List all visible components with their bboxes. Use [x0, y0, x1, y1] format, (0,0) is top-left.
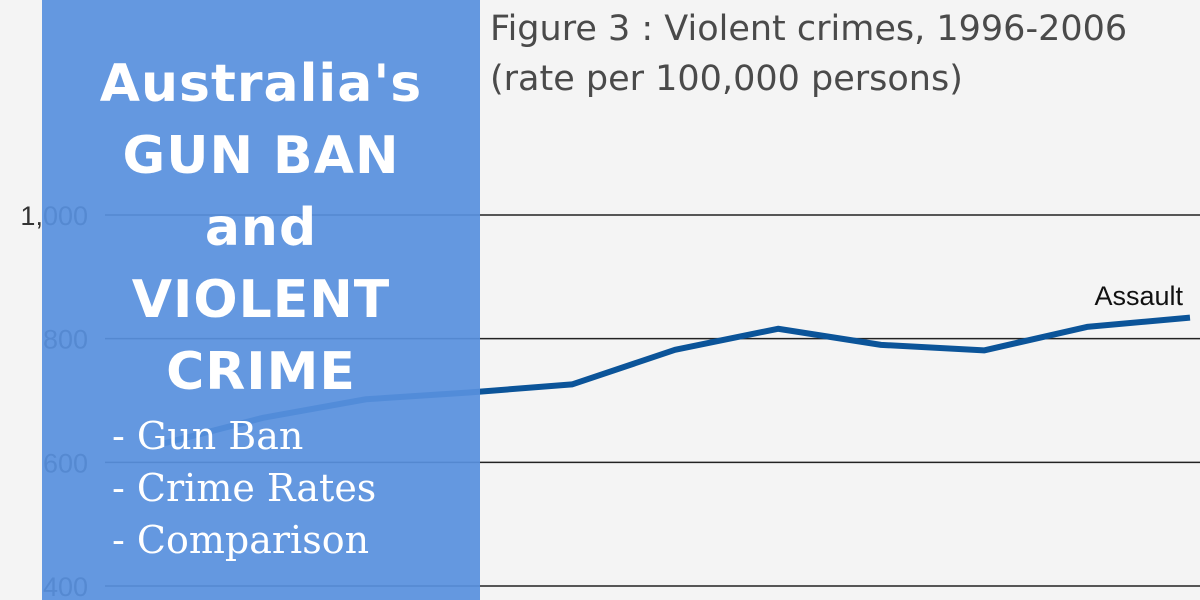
headline-line: GUN BAN — [122, 126, 400, 186]
headline: Australia's GUN BAN and VIOLENT CRIME — [42, 48, 480, 408]
chart-title: Figure 3 : Violent crimes, 1996-2006 (ra… — [490, 9, 1128, 99]
headline-line: VIOLENT — [131, 270, 391, 330]
bullet-item: - Crime Rates — [112, 466, 377, 510]
series-label-assault: Assault — [1094, 281, 1183, 311]
title-overlay-panel: Australia's GUN BAN and VIOLENT CRIME - … — [42, 0, 480, 600]
headline-line: CRIME — [166, 342, 356, 402]
bullet-list: - Gun Ban - Crime Rates - Comparison — [112, 410, 376, 566]
headline-line: Australia's — [99, 54, 423, 114]
bullet-item: - Gun Ban — [112, 414, 304, 458]
bullet-item: - Comparison — [112, 518, 370, 562]
headline-line: and — [204, 198, 318, 258]
